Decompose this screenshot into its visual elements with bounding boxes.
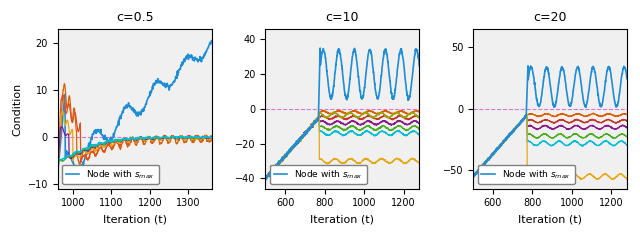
Legend: Node with $s_{max}$: Node with $s_{max}$ [62, 165, 159, 184]
Node with s$_{max}$ [208, 39, 216, 42]
Node with s$_{max}$ [104, 140, 111, 143]
Node with s$_{max}$ [150, 83, 158, 86]
X-axis label: Iteration (t): Iteration (t) [102, 214, 166, 224]
Title: c=10: c=10 [326, 11, 359, 24]
Node with s$_{max}$ [165, 84, 173, 87]
Node with s$_{max}$ [72, 165, 80, 168]
Title: c=20: c=20 [534, 11, 567, 24]
X-axis label: Iteration (t): Iteration (t) [310, 214, 374, 224]
Title: c=0.5: c=0.5 [116, 11, 154, 24]
Node with s$_{max}$ [166, 86, 173, 89]
Legend: Node with $s_{max}$: Node with $s_{max}$ [478, 165, 575, 184]
Node with s$_{max}$ [115, 119, 122, 122]
Line: Node with s$_{max}$: Node with s$_{max}$ [58, 41, 212, 175]
Y-axis label: Condition: Condition [12, 82, 22, 136]
Node with s$_{max}$ [54, 173, 61, 176]
X-axis label: Iteration (t): Iteration (t) [518, 214, 582, 224]
Legend: Node with $s_{max}$: Node with $s_{max}$ [270, 165, 367, 184]
